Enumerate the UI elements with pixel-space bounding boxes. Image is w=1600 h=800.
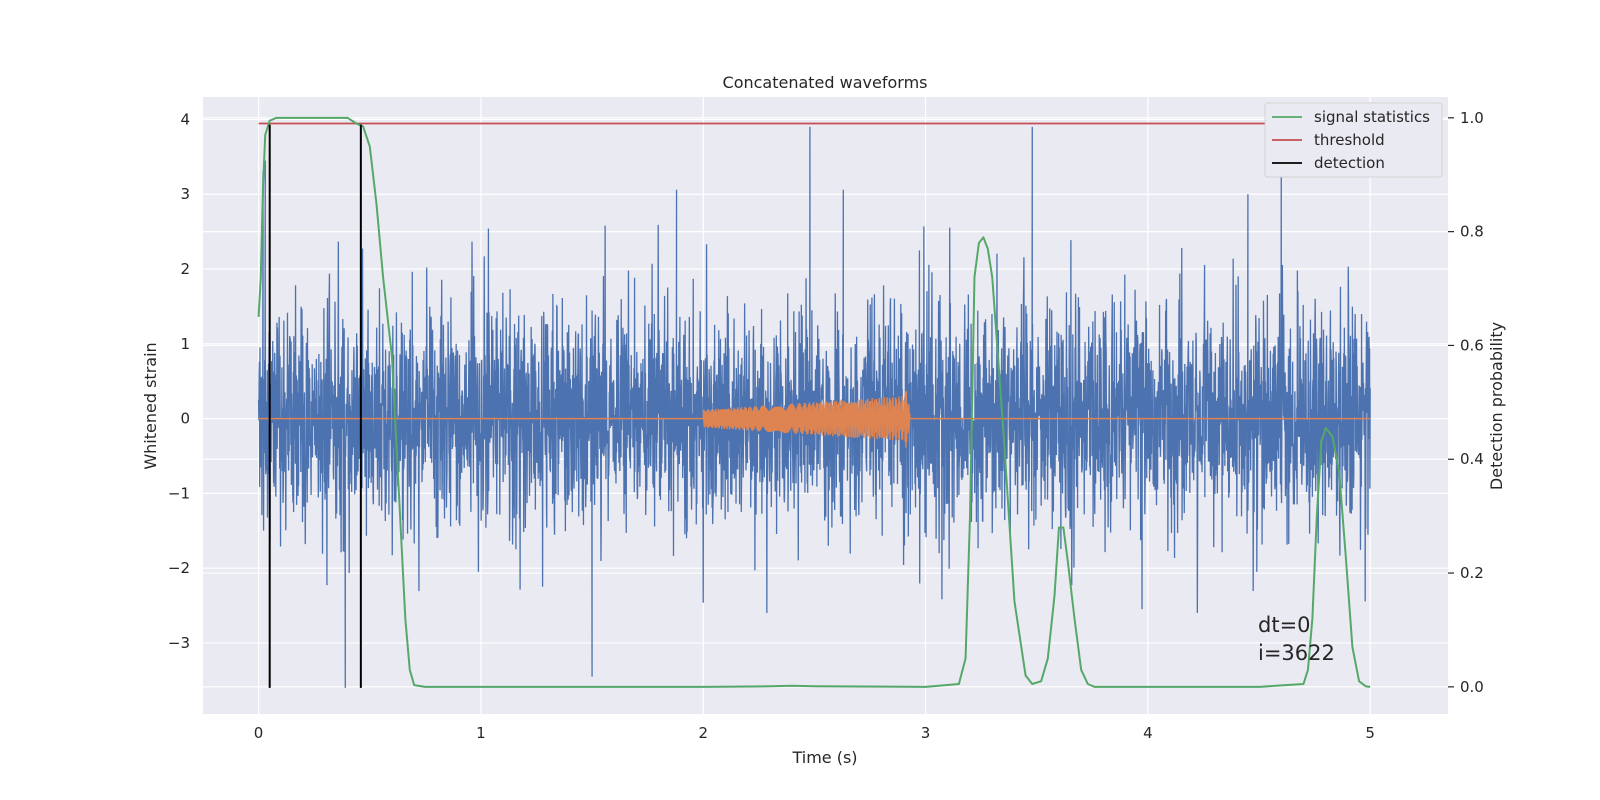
y2-tick-label: 0.0 xyxy=(1460,678,1484,696)
x-tick-label: 1 xyxy=(476,724,486,742)
signal-statistics-series xyxy=(257,116,1371,688)
y2-tick-label: 1.0 xyxy=(1460,109,1484,127)
injection-line xyxy=(258,391,1371,448)
y-tick-label: 1 xyxy=(180,335,190,353)
x-tick-label: 3 xyxy=(921,724,931,742)
x-axis-label: Time (s) xyxy=(791,748,857,767)
x-axis-ticks: 0 1 2 3 4 5 xyxy=(254,724,1375,742)
y2-tick-label: 0.4 xyxy=(1460,450,1484,468)
legend-box xyxy=(1264,102,1443,178)
x-tick-label: 0 xyxy=(254,724,264,742)
annotation: dt=0 i=3622 xyxy=(1258,613,1335,665)
y-tick-label: 2 xyxy=(180,260,190,278)
noise-line xyxy=(257,126,1371,688)
signal-statistics-line xyxy=(257,116,1371,688)
y-tick-label: 0 xyxy=(180,410,190,428)
legend: signal statistics threshold detection xyxy=(1264,102,1443,178)
y-tick-label: −2 xyxy=(168,559,190,577)
x-tick-label: 2 xyxy=(698,724,708,742)
noise-series xyxy=(257,126,1371,688)
x-tick-label: 5 xyxy=(1365,724,1375,742)
legend-label-detection: detection xyxy=(1314,154,1385,172)
y-tick-label: 3 xyxy=(180,185,190,203)
y2-axis-ticks: 0.0 0.2 0.4 0.6 0.8 1.0 xyxy=(1448,109,1484,696)
injection-series xyxy=(258,391,1371,448)
y2-tick-label: 0.6 xyxy=(1460,336,1484,354)
y2-tick-label: 0.2 xyxy=(1460,564,1484,582)
y-tick-label: −3 xyxy=(168,634,190,652)
y-axis-label: Whitened strain xyxy=(141,342,160,469)
y-tick-label: −1 xyxy=(168,484,190,502)
legend-label-threshold: threshold xyxy=(1314,131,1385,149)
y2-tick-label: 0.8 xyxy=(1460,223,1484,241)
x-tick-label: 4 xyxy=(1143,724,1153,742)
annotation-index: i=3622 xyxy=(1258,641,1335,665)
y2-axis-label: Detection probability xyxy=(1487,322,1506,490)
y-tick-label: 4 xyxy=(180,110,190,128)
annotation-dt: dt=0 xyxy=(1258,613,1311,637)
detection-series xyxy=(268,124,362,688)
chart-title: Concatenated waveforms xyxy=(723,73,928,92)
legend-label-signal-statistics: signal statistics xyxy=(1314,108,1430,126)
y-axis-ticks: −3 −2 −1 0 1 2 3 4 xyxy=(168,110,190,652)
